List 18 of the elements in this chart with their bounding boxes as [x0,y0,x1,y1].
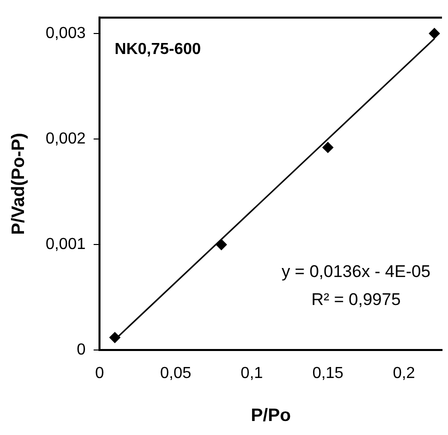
point [109,332,120,344]
annotation: y = 0,0136x - 4E-05 [282,262,430,281]
x-tick-label: 0,1 [240,365,264,382]
y-tick-label: 0,003 [46,24,86,42]
point [428,28,440,39]
annotation: NK0,75-600 [114,41,202,58]
point [216,239,227,250]
x-axis-title: P/Po [250,405,291,426]
x-tick-label: 0,05 [160,365,192,382]
y-tick-label: 0,002 [46,130,86,148]
point [322,142,334,153]
annotation: R² = 0,9975 [311,290,401,309]
y-tick-label: 0,001 [46,236,86,254]
y-tick-label: 0 [76,342,86,359]
x-tick-label: 0 [95,365,104,382]
y-axis-title: P/Vad(Po-P) [8,132,28,235]
x-tick-label: 0,2 [392,365,416,382]
x-tick-label: 0,15 [312,365,344,382]
